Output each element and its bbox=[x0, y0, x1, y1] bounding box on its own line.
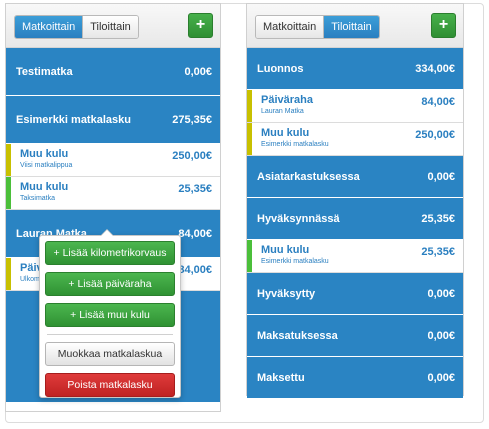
expense-subtitle: Esimerkki matkalasku bbox=[261, 141, 329, 148]
group-amount: 25,35€ bbox=[421, 212, 455, 225]
status-color-bar bbox=[247, 90, 252, 122]
expense-amount: 250,00€ bbox=[415, 129, 455, 141]
add-button[interactable]: + bbox=[188, 13, 213, 38]
group-label: Hyväksynnässä bbox=[257, 212, 340, 225]
group-label: Maksettu bbox=[257, 371, 305, 384]
group-amount: 0,00€ bbox=[427, 371, 455, 384]
expense-title: Muu kulu bbox=[261, 244, 310, 256]
group-label: Asiatarkastuksessa bbox=[257, 170, 360, 183]
expense-item[interactable]: Muu kulu Viisi matkalippua 250,00€ bbox=[6, 144, 220, 177]
group-label: Esimerkki matkalasku bbox=[16, 113, 131, 126]
add-km-allowance-button[interactable]: + Lisää kilometrikorvaus bbox=[45, 241, 175, 265]
popup-arrow-inner bbox=[101, 230, 113, 236]
expense-title: Päiväraha bbox=[261, 94, 313, 106]
actions-popup: + Lisää kilometrikorvaus + Lisää päivära… bbox=[39, 235, 181, 398]
expense-subtitle: Lauran Matka bbox=[261, 108, 304, 115]
group-amount: 0,00€ bbox=[427, 329, 455, 342]
group-label: Hyväksytty bbox=[257, 287, 316, 300]
group-row-esimerkki-matkalasku[interactable]: Esimerkki matkalasku 275,35€ bbox=[6, 96, 220, 144]
group-label: Testimatka bbox=[16, 65, 73, 78]
expense-subtitle: Viisi matkalippua bbox=[20, 162, 73, 169]
left-toolbar: Matkoittain Tiloittain + bbox=[6, 4, 220, 48]
expense-title: Muu kulu bbox=[261, 127, 310, 139]
group-amount: 84,00€ bbox=[178, 227, 212, 240]
expense-item[interactable]: Muu kulu Esimerkki matkalasku 25,35€ bbox=[247, 240, 463, 273]
expense-subtitle: Esimerkki matkalasku bbox=[261, 258, 329, 265]
group-label: Maksatuksessa bbox=[257, 329, 338, 342]
group-amount: 0,00€ bbox=[184, 65, 212, 78]
group-row-hyvaksytty[interactable]: Hyväksytty 0,00€ bbox=[247, 273, 463, 315]
group-row-maksatuksessa[interactable]: Maksatuksessa 0,00€ bbox=[247, 315, 463, 357]
expense-amount: 84,00€ bbox=[178, 264, 212, 276]
add-other-expense-button[interactable]: + Lisää muu kulu bbox=[45, 303, 175, 327]
right-toolbar: Matkoittain Tiloittain + bbox=[247, 4, 463, 48]
group-amount: 275,35€ bbox=[172, 113, 212, 126]
expense-item[interactable]: Muu kulu Esimerkki matkalasku 250,00€ bbox=[247, 123, 463, 156]
edit-report-button[interactable]: Muokkaa matkalaskua bbox=[45, 342, 175, 366]
group-row-testimatka[interactable]: Testimatka 0,00€ bbox=[6, 48, 220, 96]
status-color-bar bbox=[6, 177, 11, 209]
group-row-maksettu[interactable]: Maksettu 0,00€ bbox=[247, 357, 463, 399]
group-amount: 0,00€ bbox=[427, 170, 455, 183]
view-toggle: Matkoittain Tiloittain bbox=[14, 15, 139, 39]
expense-title: Muu kulu bbox=[20, 181, 69, 193]
tab-tiloittain[interactable]: Tiloittain bbox=[82, 16, 138, 38]
status-color-bar bbox=[247, 240, 252, 272]
status-color-bar bbox=[247, 123, 252, 155]
status-color-bar bbox=[6, 144, 11, 176]
tab-matkoittain[interactable]: Matkoittain bbox=[256, 16, 324, 38]
group-row-asiatarkastuksessa[interactable]: Asiatarkastuksessa 0,00€ bbox=[247, 156, 463, 198]
right-panel: Matkoittain Tiloittain + Luonnos 334,00€ P… bbox=[246, 3, 464, 399]
status-color-bar bbox=[6, 258, 11, 290]
expense-amount: 250,00€ bbox=[172, 150, 212, 162]
group-label: Luonnos bbox=[257, 62, 304, 75]
popup-divider bbox=[47, 334, 173, 335]
tab-tiloittain[interactable]: Tiloittain bbox=[323, 16, 379, 38]
expense-title: Muu kulu bbox=[20, 148, 69, 160]
expense-amount: 25,35€ bbox=[178, 183, 212, 195]
right-list: Luonnos 334,00€ Päiväraha Lauran Matka 84,00… bbox=[247, 48, 463, 399]
expense-amount: 25,35€ bbox=[421, 246, 455, 258]
expense-item[interactable]: Muu kulu Taksimatka 25,35€ bbox=[6, 177, 220, 210]
group-amount: 0,00€ bbox=[427, 287, 455, 300]
delete-report-button[interactable]: Poista matkalasku bbox=[45, 373, 175, 397]
expense-subtitle: Taksimatka bbox=[20, 195, 56, 202]
expense-item[interactable]: Päiväraha Lauran Matka 84,00€ bbox=[247, 90, 463, 123]
view-toggle: Matkoittain Tiloittain bbox=[255, 15, 380, 39]
group-amount: 334,00€ bbox=[415, 62, 455, 75]
add-button[interactable]: + bbox=[431, 13, 456, 38]
add-daily-allowance-button[interactable]: + Lisää päiväraha bbox=[45, 272, 175, 296]
group-row-hyvaksynnassa[interactable]: Hyväksynnässä 25,35€ bbox=[247, 198, 463, 240]
expense-amount: 84,00€ bbox=[421, 96, 455, 108]
tab-matkoittain[interactable]: Matkoittain bbox=[15, 16, 83, 38]
group-row-luonnos[interactable]: Luonnos 334,00€ bbox=[247, 48, 463, 90]
